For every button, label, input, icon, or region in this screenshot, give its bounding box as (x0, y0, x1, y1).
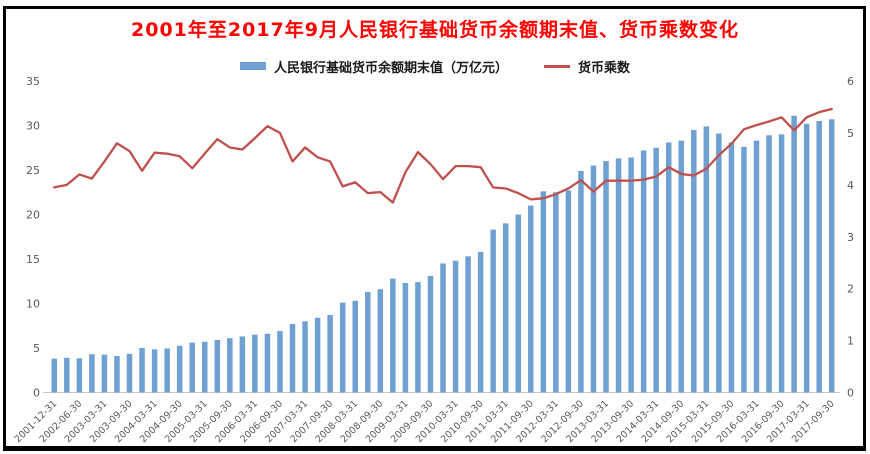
bar-2015-06-30 (716, 133, 722, 393)
bar-2016-09-30 (778, 134, 785, 393)
bar-2008-06-30 (365, 291, 371, 393)
bar-2003-03-31 (101, 354, 108, 393)
left-axis-tick-35: 35 (26, 75, 40, 88)
bar-2014-06-30 (665, 142, 672, 393)
multiplier-line (53, 107, 833, 204)
bar-2013-06-30 (615, 158, 622, 393)
bar-2002-06-30 (76, 358, 83, 393)
bar-2008-12-31 (390, 278, 396, 393)
right-axis-tick-2: 2 (847, 283, 854, 296)
bar-2013-09-30 (628, 157, 634, 393)
right-axis-tick-6: 6 (847, 75, 854, 88)
legend-label-multiplier: 货币乘数 (578, 60, 631, 76)
bar-2002-12-31 (89, 354, 95, 393)
left-axis-tick-30: 30 (26, 120, 40, 133)
left-axis-tick-20: 20 (26, 209, 40, 222)
bar-2009-03-31 (402, 283, 409, 393)
bar-2002-03-31 (64, 357, 70, 393)
bar-2005-12-31 (239, 336, 246, 393)
bar-2016-06-30 (766, 135, 772, 393)
left-axis-tick-5: 5 (33, 342, 40, 355)
bar-2011-03-31 (502, 223, 509, 393)
bar-2006-09-30 (277, 331, 283, 393)
bar-2009-09-30 (427, 275, 434, 393)
bar-2006-06-30 (264, 333, 271, 393)
bar-2003-09-30 (126, 353, 133, 393)
right-axis-tick-1: 1 (847, 335, 854, 348)
bar-2001-12-31 (51, 358, 58, 393)
bar-2006-03-31 (252, 334, 258, 393)
bar-2015-03-31 (703, 126, 710, 393)
bar-2013-03-31 (603, 161, 609, 393)
left-axis-tick-10: 10 (26, 298, 40, 311)
left-axis-tick-25: 25 (26, 164, 40, 177)
bar-2009-12-31 (440, 263, 446, 393)
bar-2012-06-30 (565, 190, 572, 393)
bar-2010-12-31 (490, 229, 496, 393)
chart-title: 2001年至2017年9月人民银行基础货币余额期末值、货币乘数变化 (131, 19, 739, 41)
bar-2011-06-30 (515, 214, 521, 393)
bar-2008-09-30 (377, 289, 384, 393)
bar-2011-09-30 (528, 205, 534, 393)
bar-2007-06-30 (314, 317, 321, 393)
bar-2004-06-30 (164, 348, 170, 393)
line-series-swatch-icon (544, 64, 570, 68)
bar-2015-09-30 (728, 142, 735, 393)
bar-2008-03-31 (352, 300, 358, 393)
bar-2010-03-31 (452, 260, 459, 393)
right-axis-tick-0: 0 (847, 387, 854, 400)
bar-2004-03-31 (151, 349, 158, 393)
bar-2005-03-31 (202, 341, 208, 393)
left-axis-tick-0: 0 (33, 387, 40, 400)
bar-2007-09-30 (327, 315, 333, 393)
bar-2013-12-31 (640, 150, 647, 393)
bar-2005-09-30 (227, 338, 233, 393)
legend-item-base-money: 人民银行基础货币余额期末值（万亿元） (239, 57, 508, 76)
right-axis-tick-3: 3 (847, 231, 854, 244)
bar-2003-12-31 (139, 348, 145, 393)
bar-2011-12-31 (540, 191, 547, 393)
bar-2016-12-31 (791, 115, 797, 393)
bar-2017-06-30 (816, 121, 822, 393)
bar-2007-12-31 (339, 302, 346, 393)
bar-2005-06-30 (214, 339, 221, 393)
bar-2016-03-31 (753, 140, 760, 393)
bar-2012-09-30 (578, 170, 584, 393)
bar-2012-12-31 (590, 165, 597, 393)
right-axis-tick-4: 4 (847, 179, 854, 192)
legend-item-multiplier: 货币乘数 (544, 57, 630, 76)
bar-2003-06-30 (114, 356, 120, 393)
bar-2004-12-31 (189, 342, 195, 393)
bar-2009-06-30 (415, 282, 421, 393)
bar-2014-12-31 (691, 129, 697, 393)
bar-2014-03-31 (653, 147, 659, 393)
bar-2014-09-30 (678, 140, 684, 393)
left-axis-tick-15: 15 (26, 253, 40, 266)
bar-2017-09-30 (828, 119, 835, 393)
bar-2010-06-30 (465, 256, 471, 393)
legend: 人民银行基础货币余额期末值（万亿元） 货币乘数 (0, 56, 870, 76)
right-axis-tick-5: 5 (847, 127, 854, 140)
bar-2017-03-31 (803, 123, 810, 393)
bar-2007-03-31 (302, 321, 308, 393)
bar-2006-12-31 (289, 323, 296, 393)
bar-2012-03-31 (553, 192, 559, 393)
legend-label-base-money: 人民银行基础货币余额期末值（万亿元） (273, 60, 508, 76)
bar-2010-09-30 (477, 251, 484, 393)
bar-2015-12-31 (741, 146, 747, 393)
bar-2004-09-30 (176, 345, 183, 393)
bar-series-swatch-icon (239, 62, 266, 70)
